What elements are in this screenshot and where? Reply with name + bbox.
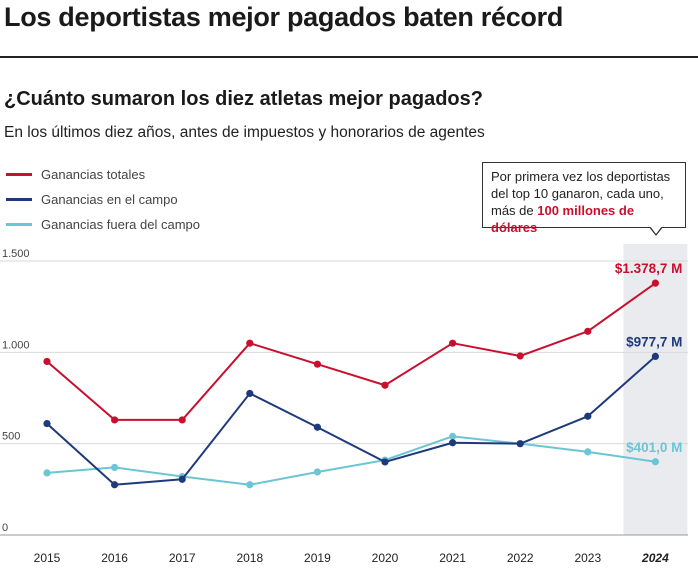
- x-tick-label-2022: 2022: [507, 551, 534, 565]
- highlight-band-2024: [623, 244, 688, 535]
- callout-line-3: más de 100 millones de dólares: [491, 202, 677, 236]
- point-offfield-2016: [111, 463, 119, 472]
- point-total-2023: [584, 327, 592, 335]
- point-offfield-2018: [246, 481, 254, 489]
- legend-swatch-field: [6, 198, 32, 201]
- end-label-field: $977,7 M: [626, 334, 682, 349]
- point-field-2024: [651, 352, 660, 361]
- chart-subtitle: ¿Cuánto sumaron los diez atletas mejor p…: [4, 88, 483, 110]
- point-field-2017: [178, 475, 186, 483]
- point-total-2022: [516, 352, 524, 360]
- point-total-2016: [111, 416, 119, 424]
- legend-item-total: Ganancias totales: [6, 162, 200, 187]
- legend-label-total: Ganancias totales: [41, 167, 146, 182]
- point-offfield-2019: [313, 468, 321, 476]
- chart-legend: Ganancias totales Ganancias en el campo …: [6, 162, 200, 237]
- point-field-2015: [43, 419, 51, 428]
- point-offfield-2024: [651, 458, 660, 466]
- x-tick-label-2018: 2018: [236, 551, 263, 565]
- point-field-2019: [313, 423, 321, 431]
- legend-item-field: Ganancias en el campo: [6, 187, 200, 212]
- y-tick-label-1000: 1.000: [2, 339, 30, 351]
- point-offfield-2015: [43, 469, 51, 477]
- y-tick-label-0: 0: [2, 522, 8, 534]
- point-total-2018: [246, 339, 254, 347]
- point-total-2017: [178, 416, 186, 424]
- callout-line-1: Por primera vez los deportistas: [491, 169, 671, 184]
- point-total-2024: [651, 279, 660, 287]
- point-total-2021: [449, 339, 457, 347]
- x-tick-label-2017: 2017: [169, 551, 196, 565]
- y-tick-label-500: 500: [2, 431, 20, 443]
- series-line-field: [46, 355, 657, 486]
- point-field-2022: [516, 440, 524, 448]
- point-field-2016: [111, 481, 119, 489]
- x-tick-label-2023: 2023: [574, 551, 601, 565]
- callout-highlight: 100 millones de dólares: [491, 203, 635, 235]
- point-total-2015: [43, 357, 51, 366]
- callout-pointer-fill: [650, 226, 662, 234]
- legend-label-offfield: Ganancias fuera del campo: [41, 217, 200, 232]
- point-field-2023: [584, 412, 592, 420]
- point-field-2018: [246, 389, 254, 398]
- callout-line-2: del top 10 ganaron, cada uno,: [491, 186, 664, 201]
- point-field-2021: [449, 439, 457, 447]
- point-offfield-2023: [584, 448, 592, 456]
- page-title: Los deportistas mejor pagados baten réco…: [4, 2, 564, 32]
- x-tick-label-2019: 2019: [304, 551, 331, 565]
- series-line-total: [46, 282, 656, 421]
- legend-label-field: Ganancias en el campo: [41, 192, 178, 207]
- chart-description: En los últimos diez años, antes de impue…: [4, 124, 485, 141]
- callout-box: Por primera vez los deportistas del top …: [482, 162, 686, 235]
- point-total-2020: [381, 381, 389, 389]
- x-tick-label-2024: 2024: [641, 551, 669, 565]
- x-tick-label-2015: 2015: [34, 551, 61, 565]
- point-offfield-2021: [449, 432, 457, 440]
- legend-swatch-offfield: [6, 223, 32, 226]
- x-tick-label-2021: 2021: [439, 551, 466, 565]
- legend-item-offfield: Ganancias fuera del campo: [6, 212, 200, 237]
- x-tick-label-2020: 2020: [372, 551, 399, 565]
- end-label-total: $1.378,7 M: [615, 261, 683, 276]
- point-total-2019: [313, 360, 321, 368]
- title-divider: [0, 56, 698, 58]
- y-tick-label-1500: 1.500: [2, 248, 30, 260]
- end-label-offfield: $401,0 M: [626, 440, 682, 455]
- callout-line-3-prefix: más de: [491, 203, 538, 218]
- series-line-offfield: [46, 435, 656, 486]
- legend-swatch-total: [6, 173, 32, 176]
- x-tick-label-2016: 2016: [101, 551, 128, 565]
- point-field-2020: [381, 458, 389, 466]
